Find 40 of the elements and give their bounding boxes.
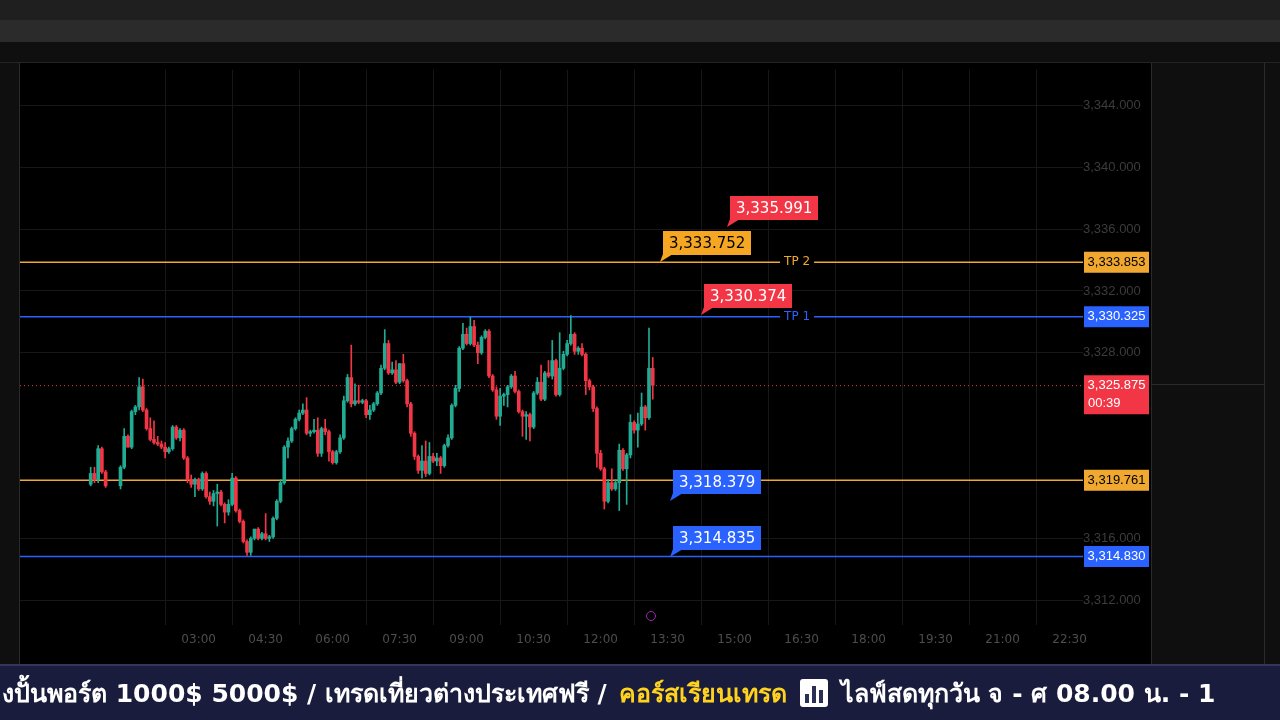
y-tick-label: 3,332.000 — [1082, 282, 1141, 298]
x-tick-label: 12:00 — [583, 632, 618, 647]
ref-line-label: 3,325.875 — [1087, 377, 1146, 393]
annotation: 3,330.374 — [704, 284, 793, 308]
x-tick-label: 22:30 — [1052, 632, 1087, 647]
x-tick-label: 13:30 — [650, 632, 685, 647]
x-tick-label: 03:00 — [181, 632, 216, 647]
ref-line-label: 3,330.325 — [1087, 308, 1146, 324]
x-tick-label: 16:30 — [784, 632, 819, 647]
y-tick-label: 3,316.000 — [1082, 529, 1141, 545]
x-tick-label: 15:00 — [717, 632, 752, 647]
annotation: TP 1 — [783, 308, 811, 323]
x-tick-label: 09:00 — [449, 632, 484, 647]
y-tick-label: 3,344.000 — [1082, 96, 1141, 112]
x-tick-label: 07:30 — [382, 632, 417, 647]
candlestick — [312, 418, 316, 434]
x-tick-label: 06:00 — [315, 632, 350, 647]
annotation: 3,318.379 — [673, 470, 762, 494]
ref-line-label: 3,333.853 — [1087, 253, 1146, 269]
ref-line-label: 3,319.761 — [1087, 471, 1146, 487]
x-tick-label: 18:00 — [851, 632, 886, 647]
candlestick — [152, 420, 156, 445]
candlestick — [353, 383, 357, 406]
x-tick-label: 04:30 — [248, 632, 283, 647]
annotation: 3,335.991 — [730, 196, 819, 220]
annotation: TP 2 — [783, 254, 811, 269]
y-tick-label: 3,336.000 — [1082, 220, 1141, 236]
x-tick-label: 19:30 — [918, 632, 953, 647]
y-tick-label: 3,312.000 — [1082, 591, 1141, 607]
y-tick-label: 3,328.000 — [1082, 344, 1141, 360]
y-tick-label: 3,340.000 — [1082, 158, 1141, 174]
ref-line-label: 3,314.830 — [1087, 548, 1146, 564]
text: 00:39 — [1088, 395, 1121, 411]
x-tick-label: 21:00 — [985, 632, 1020, 647]
text: งปั้นพอร์ต 1000$ 5000$ / เทรดเที่ยวต่างประเทศฟรี / — [2, 673, 607, 710]
text: คอร์สเรียนเทรด — [618, 678, 787, 710]
annotation: 3,314.835 — [673, 526, 762, 550]
annotation: 3,333.752 — [663, 231, 752, 255]
text: ไลฟ์สดทุกวัน จ - ศ 08.00 น. - 1 — [840, 677, 1216, 712]
x-tick-label: 10:30 — [516, 632, 551, 647]
